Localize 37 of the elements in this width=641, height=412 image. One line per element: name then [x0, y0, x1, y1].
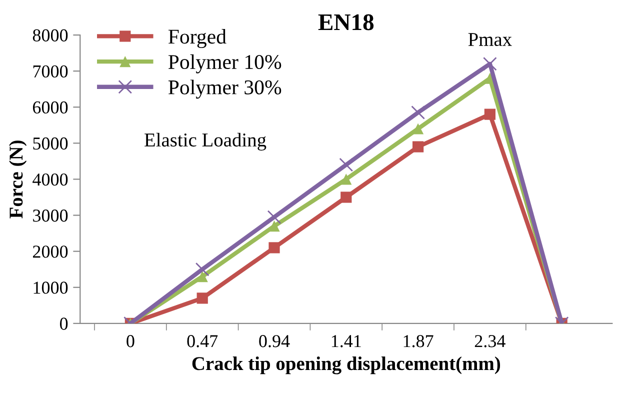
- y-tick-label: 8000: [32, 29, 68, 42]
- point: [196, 271, 208, 282]
- x-tick-label: 2.34: [474, 335, 506, 348]
- point: [268, 220, 280, 232]
- x-tick-label: 0.47: [187, 335, 218, 348]
- point: [484, 108, 496, 120]
- y-tick-label: 4000: [32, 173, 68, 186]
- point: [267, 210, 282, 224]
- y-tick-label: 5000: [33, 137, 68, 150]
- y-tick-label: 3000: [33, 210, 68, 222]
- x-tick-label: 0: [126, 335, 134, 348]
- point: [268, 242, 280, 254]
- point: [412, 123, 424, 134]
- point: [482, 56, 497, 71]
- point: [339, 158, 354, 172]
- x-tick-label: 1.41: [332, 335, 361, 348]
- point: [340, 174, 352, 185]
- point: [411, 106, 425, 120]
- y-tick-label: 1000: [34, 282, 68, 294]
- y-tick-label: 7000: [33, 65, 68, 78]
- y-axis-title: Force (N): [9, 140, 27, 218]
- point: [412, 141, 424, 152]
- point: [340, 192, 352, 203]
- legend-label: Polymer 30%: [168, 80, 282, 99]
- legend-label: Polymer 10%: [168, 54, 282, 74]
- x-tick-label: 0.94: [259, 335, 290, 348]
- y-tick-label: 2000: [33, 246, 68, 258]
- y-tick-label: 6000: [32, 101, 68, 114]
- annotation: Elastic Loading: [144, 132, 266, 151]
- annotation: Pmax: [468, 33, 512, 46]
- x-axis-title: Crack tip opening displacement(mm): [192, 356, 500, 374]
- chart-title: EN18: [318, 14, 374, 30]
- point: [196, 292, 208, 304]
- legend-label: Forged: [168, 29, 226, 48]
- y-tick-label: 0: [60, 318, 68, 330]
- point: [195, 262, 210, 276]
- x-tick-label: 1.87: [404, 335, 434, 348]
